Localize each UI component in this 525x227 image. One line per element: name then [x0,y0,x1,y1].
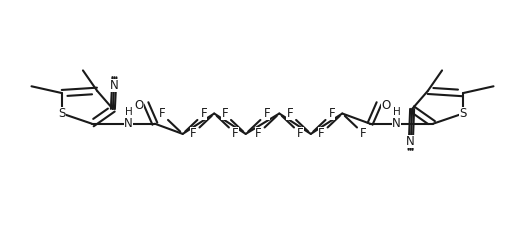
Text: O: O [381,99,391,112]
Text: N: N [406,135,415,148]
Text: F: F [297,127,303,140]
Text: F: F [318,127,324,140]
Text: F: F [360,127,366,140]
Text: F: F [201,107,207,121]
Text: F: F [232,127,238,140]
Text: O: O [134,99,144,112]
Text: F: F [329,107,335,121]
Text: H: H [125,107,132,117]
Text: F: F [264,107,270,121]
Text: F: F [255,127,261,140]
Text: N: N [110,79,119,92]
Text: S: S [58,107,66,120]
Text: F: F [287,107,293,121]
Text: F: F [222,107,228,121]
Text: N: N [124,117,133,130]
Text: N: N [392,117,401,130]
Text: F: F [190,127,196,140]
Text: H: H [393,107,400,117]
Text: F: F [159,107,165,121]
Text: S: S [459,107,467,120]
